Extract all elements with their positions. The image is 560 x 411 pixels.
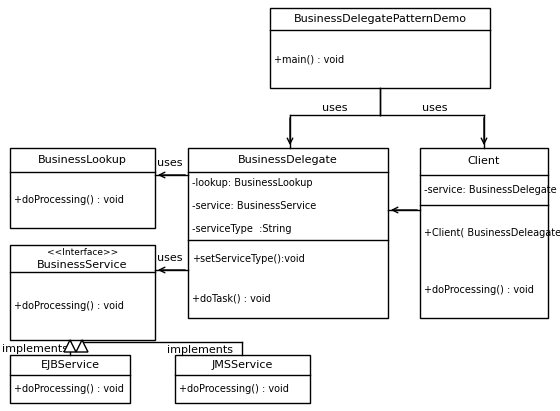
Text: -service: BusinessDelegate: -service: BusinessDelegate: [424, 185, 557, 195]
Text: uses: uses: [322, 103, 348, 113]
Bar: [420, 148, 548, 318]
Bar: [10, 355, 130, 403]
Text: +Client( BusinessDeleagate): +Client( BusinessDeleagate): [424, 228, 560, 238]
Polygon shape: [76, 340, 88, 352]
Bar: [175, 355, 310, 403]
Bar: [270, 8, 490, 88]
Text: +doProcessing() : void: +doProcessing() : void: [14, 195, 124, 205]
Text: -lookup: BusinessLookup: -lookup: BusinessLookup: [192, 178, 312, 188]
Text: <<Interface>>: <<Interface>>: [47, 248, 118, 257]
Text: uses: uses: [157, 253, 183, 263]
Text: -serviceType  :String: -serviceType :String: [192, 224, 292, 234]
Text: +doProcessing() : void: +doProcessing() : void: [424, 285, 534, 295]
Text: EJBService: EJBService: [40, 360, 100, 370]
Text: implements: implements: [2, 344, 68, 354]
Bar: [10, 148, 155, 228]
Bar: [10, 245, 155, 340]
Text: implements: implements: [167, 345, 233, 355]
Text: BusinessLookup: BusinessLookup: [38, 155, 127, 165]
Text: uses: uses: [157, 158, 183, 168]
Text: BusinessService: BusinessService: [38, 259, 128, 270]
Text: Client: Client: [468, 157, 500, 166]
Text: +setServiceType():void: +setServiceType():void: [192, 254, 305, 265]
Text: +doProcessing() : void: +doProcessing() : void: [14, 384, 124, 394]
Text: +doProcessing() : void: +doProcessing() : void: [14, 301, 124, 311]
Text: BusinessDelegate: BusinessDelegate: [238, 155, 338, 165]
Bar: [188, 148, 388, 318]
Text: BusinessDelegatePatternDemo: BusinessDelegatePatternDemo: [293, 14, 466, 24]
Polygon shape: [64, 340, 76, 352]
Text: +doProcessing() : void: +doProcessing() : void: [179, 384, 289, 394]
Text: +doTask() : void: +doTask() : void: [192, 293, 270, 303]
Text: -service: BusinessService: -service: BusinessService: [192, 201, 316, 211]
Text: uses: uses: [422, 103, 448, 113]
Text: JMSService: JMSService: [212, 360, 273, 370]
Text: +main() : void: +main() : void: [274, 54, 344, 64]
